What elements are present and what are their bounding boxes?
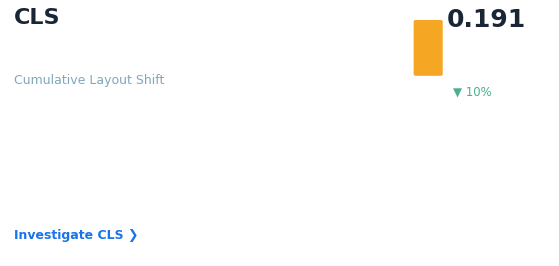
Bar <box>147 206 155 210</box>
Bar <box>535 209 543 210</box>
Bar <box>119 204 126 210</box>
Text: Investigate CLS ❯: Investigate CLS ❯ <box>14 229 139 242</box>
Bar <box>71 201 79 210</box>
Bar <box>412 204 420 210</box>
Bar <box>450 206 458 210</box>
Bar <box>423 121 545 127</box>
Bar <box>251 209 259 210</box>
Bar <box>52 178 60 210</box>
Bar <box>166 203 174 210</box>
Bar <box>516 207 524 210</box>
Bar <box>402 205 411 210</box>
Text: CLS: CLS <box>14 8 60 28</box>
Bar <box>184 206 193 210</box>
Bar <box>80 203 88 210</box>
Bar <box>525 208 534 210</box>
Text: ▼ 10%: ▼ 10% <box>453 85 491 98</box>
Bar <box>440 206 448 210</box>
Bar <box>128 203 136 210</box>
Bar <box>479 207 486 210</box>
Bar <box>260 209 268 210</box>
Bar <box>42 137 51 210</box>
Bar <box>459 207 467 210</box>
Bar <box>431 205 439 210</box>
Bar <box>109 205 117 210</box>
Bar <box>213 209 221 210</box>
Bar <box>507 208 515 210</box>
Bar <box>14 121 351 127</box>
Bar <box>498 207 505 210</box>
Bar <box>241 209 250 210</box>
Bar <box>90 203 98 210</box>
Bar <box>203 208 212 210</box>
Bar <box>157 204 164 210</box>
FancyBboxPatch shape <box>414 20 443 76</box>
Bar <box>351 121 423 127</box>
Text: 0.191: 0.191 <box>447 8 527 32</box>
Bar <box>222 209 231 210</box>
Bar <box>194 206 202 210</box>
Text: Cumulative Layout Shift: Cumulative Layout Shift <box>14 74 164 88</box>
Bar <box>270 209 278 210</box>
Bar <box>421 205 429 210</box>
Bar <box>232 209 240 210</box>
Bar <box>488 209 496 210</box>
Bar <box>175 202 183 210</box>
Bar <box>469 206 477 210</box>
Bar <box>138 202 145 210</box>
Bar <box>100 202 107 210</box>
Text: 0.191: 0.191 <box>325 225 355 235</box>
